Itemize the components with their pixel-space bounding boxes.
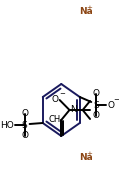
Text: +: +: [87, 5, 93, 11]
Text: O: O: [93, 112, 100, 120]
Text: CH: CH: [48, 115, 60, 125]
Text: O: O: [108, 101, 115, 110]
Text: O: O: [21, 110, 28, 118]
Text: S: S: [22, 120, 28, 129]
Text: S: S: [93, 101, 99, 110]
Text: Na: Na: [79, 7, 93, 17]
Text: −: −: [114, 97, 119, 103]
Text: O: O: [52, 95, 59, 104]
Text: O: O: [93, 90, 100, 99]
Text: −: −: [59, 91, 65, 97]
Text: +: +: [87, 151, 93, 157]
Text: O: O: [21, 131, 28, 140]
Text: HO: HO: [0, 120, 14, 129]
Text: N: N: [70, 105, 77, 115]
Text: Na: Na: [79, 153, 93, 163]
